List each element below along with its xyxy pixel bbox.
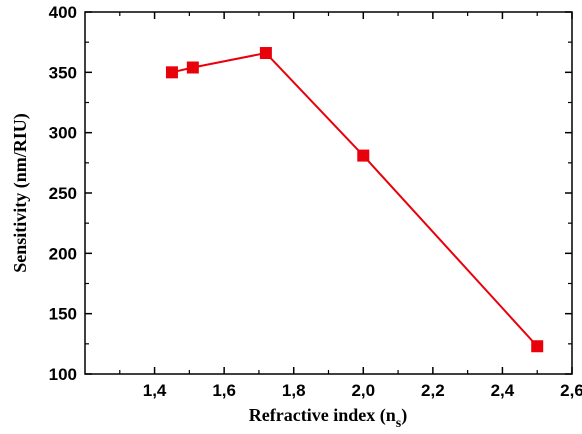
tick-labels: 1,4 1,6 1,8 2,0 2,2 2,4 2,6 100 150 200 250 300 350 4…	[49, 3, 582, 400]
x-tick-label: 1,8	[282, 381, 306, 400]
y-tick-label: 150	[49, 305, 77, 324]
data-point-marker	[259, 47, 272, 60]
axis-ticks	[85, 11, 573, 375]
x-tick-label: 1,6	[212, 381, 236, 400]
x-axis-title-main: Refractive index (n	[249, 405, 396, 426]
y-tick-label: 350	[49, 63, 77, 82]
x-axis-title: Refractive index (ns)	[249, 405, 407, 431]
series-layer	[165, 47, 544, 353]
x-tick-label: 2,6	[560, 381, 582, 400]
y-tick-label: 100	[49, 365, 77, 384]
y-tick-label: 200	[49, 244, 77, 263]
x-axis-title-close: )	[401, 405, 407, 426]
data-point-marker	[531, 340, 544, 353]
series-line	[171, 51, 538, 347]
x-tick-label: 2,4	[491, 381, 515, 400]
x-tick-label: 2,0	[351, 381, 375, 400]
y-tick-label: 300	[49, 124, 77, 143]
y-tick-label: 250	[49, 184, 77, 203]
data-point-marker	[186, 61, 199, 74]
data-point-marker	[357, 149, 370, 162]
y-tick-label: 400	[49, 3, 77, 22]
x-tick-label: 2,2	[421, 381, 445, 400]
data-point-marker	[165, 66, 178, 79]
plot-frame	[84, 11, 573, 375]
x-axis-title-subscript: s	[396, 416, 402, 431]
x-tick-label: 1,4	[143, 381, 167, 400]
y-axis-title: Sensitivity (nm/RIU)	[10, 113, 31, 273]
